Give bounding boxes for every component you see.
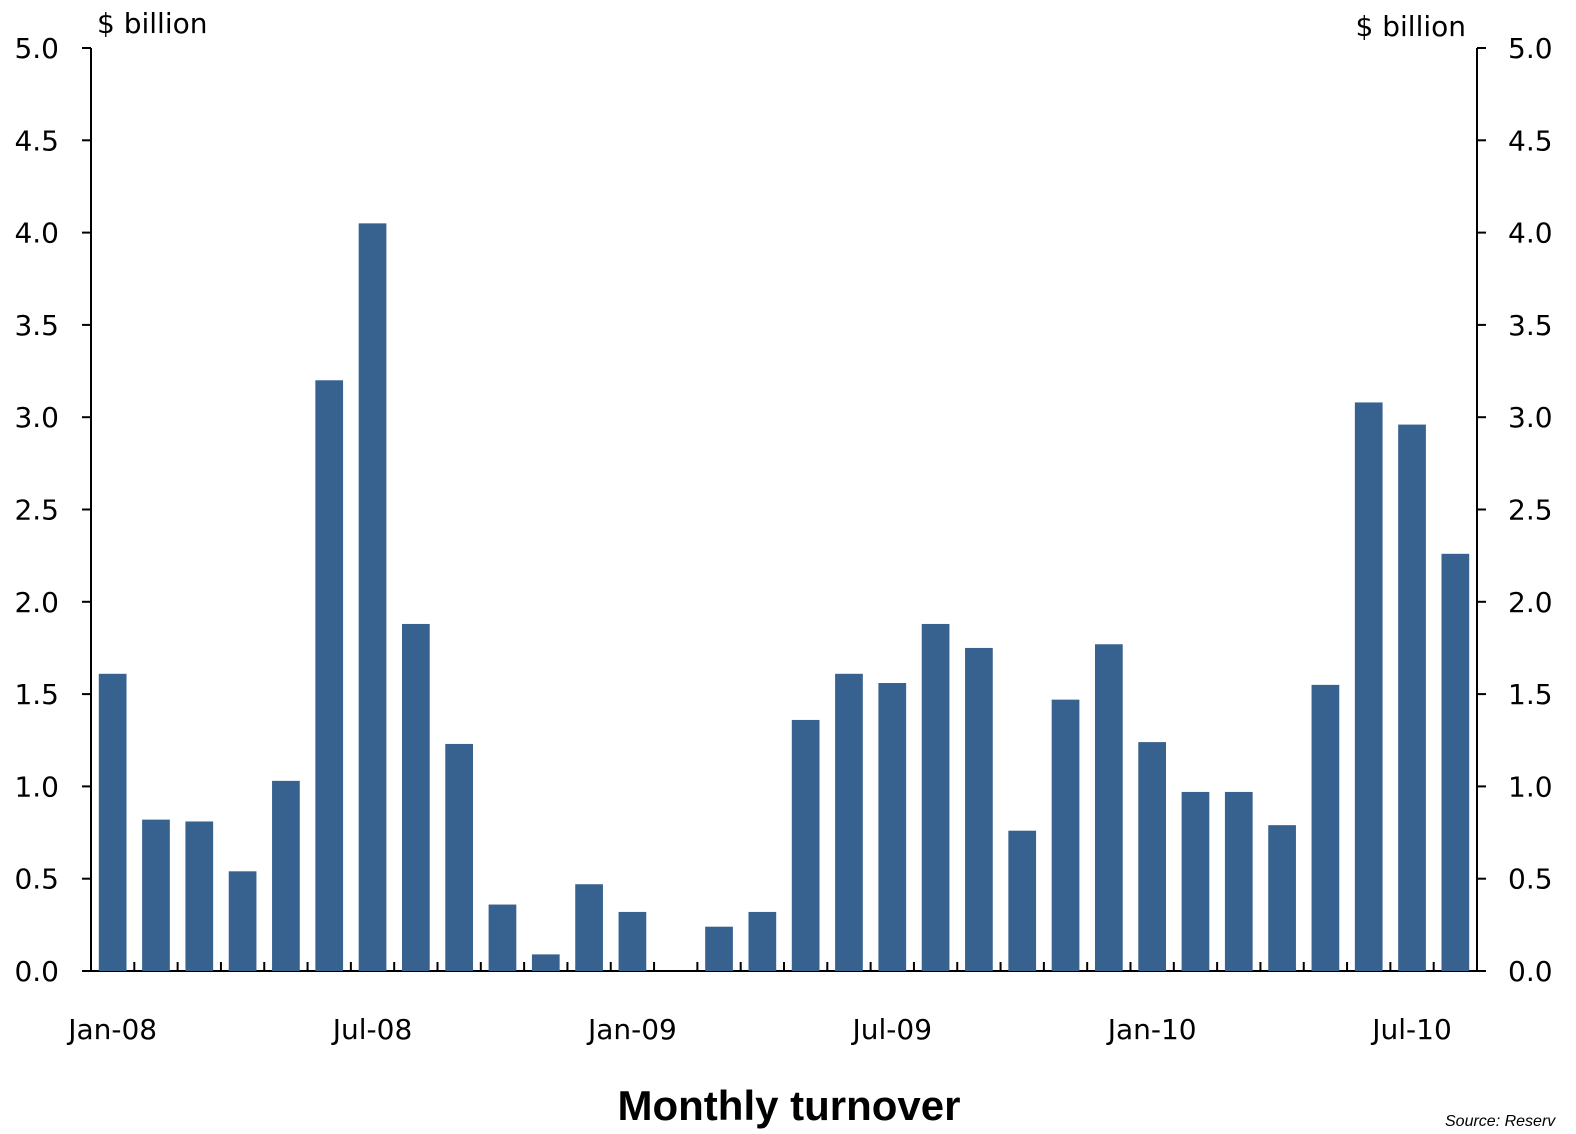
bar-may-09	[791, 719, 820, 971]
left-y-tick-label: 4.5	[14, 124, 59, 157]
bar-jun-08	[315, 380, 344, 971]
bar-aug-09	[921, 623, 950, 971]
left-y-tick-label: 1.5	[14, 678, 59, 711]
right-y-tick-label: 3.5	[1508, 309, 1553, 342]
bar-feb-08	[142, 819, 170, 971]
x-tick-label: Jul-09	[851, 1013, 933, 1046]
right-y-tick-label: 3.0	[1508, 401, 1553, 434]
bar-mar-09	[705, 926, 733, 971]
right-y-tick-label: 2.0	[1508, 586, 1553, 619]
right-unit-label: $ billion	[1356, 10, 1466, 43]
bar-mar-10	[1224, 791, 1253, 971]
bar-dec-08	[575, 884, 603, 971]
bar-jan-08	[98, 673, 127, 971]
right-y-tick-label: 1.0	[1508, 770, 1553, 803]
bar-apr-08	[228, 871, 257, 971]
right-y-tick-label: 0.5	[1508, 863, 1553, 896]
labels-layer: 0.0 0.0 0.5 0.5 1.0 1.0 1.5 1.5 2.0 2.0 2.5 2.5 3.0 3…	[14, 32, 1552, 1046]
left-y-tick-label: 0.0	[14, 955, 59, 988]
bar-nov-08	[531, 954, 560, 971]
source-note: Source: Reserv	[1445, 1113, 1556, 1130]
bar-jul-10	[1398, 424, 1426, 972]
x-tick-label: Jan-10	[1106, 1013, 1197, 1046]
right-y-tick-label: 4.0	[1508, 217, 1553, 250]
left-y-tick-label: 2.0	[14, 586, 59, 619]
right-y-tick-label: 4.5	[1508, 124, 1553, 157]
bar-aug-08	[401, 623, 430, 971]
bar-jan-09	[618, 911, 647, 971]
bar-jan-10	[1138, 742, 1167, 971]
left-y-tick-label: 5.0	[14, 32, 59, 65]
bar-jun-10	[1354, 402, 1383, 971]
left-unit-label: $ billion	[97, 7, 207, 40]
left-y-tick-label: 2.5	[14, 494, 59, 527]
bar-aug-10	[1441, 553, 1470, 971]
chart-title: Monthly turnover	[618, 1082, 961, 1129]
bar-nov-09	[1051, 699, 1080, 971]
bar-apr-09	[748, 911, 777, 971]
bar-sep-08	[445, 743, 474, 971]
bars-layer	[98, 223, 1470, 972]
bar-sep-09	[965, 647, 993, 971]
x-tick-label: Jul-10	[1370, 1013, 1452, 1046]
left-y-tick-label: 3.5	[14, 309, 59, 342]
x-tick-label: Jan-09	[586, 1013, 677, 1046]
right-y-tick-label: 0.0	[1508, 955, 1553, 988]
bar-jun-09	[835, 673, 863, 971]
right-y-tick-label: 1.5	[1508, 678, 1553, 711]
left-y-tick-label: 4.0	[14, 217, 59, 250]
bar-apr-10	[1268, 825, 1296, 971]
x-tick-label: Jul-08	[331, 1013, 413, 1046]
bar-mar-08	[185, 821, 214, 971]
left-y-tick-label: 0.5	[14, 863, 59, 896]
bar-dec-09	[1094, 644, 1123, 971]
right-y-tick-label: 2.5	[1508, 494, 1553, 527]
bar-oct-09	[1008, 830, 1037, 971]
right-y-tick-label: 5.0	[1508, 32, 1553, 65]
left-y-tick-label: 1.0	[14, 770, 59, 803]
bar-jul-08	[358, 223, 387, 971]
bar-may-08	[272, 780, 300, 971]
x-tick-label: Jan-08	[66, 1013, 157, 1046]
left-y-tick-label: 3.0	[14, 401, 59, 434]
bar-jul-09	[878, 683, 907, 971]
bar-oct-08	[488, 904, 517, 971]
bar-feb-10	[1181, 791, 1210, 971]
bar-may-10	[1311, 684, 1340, 971]
